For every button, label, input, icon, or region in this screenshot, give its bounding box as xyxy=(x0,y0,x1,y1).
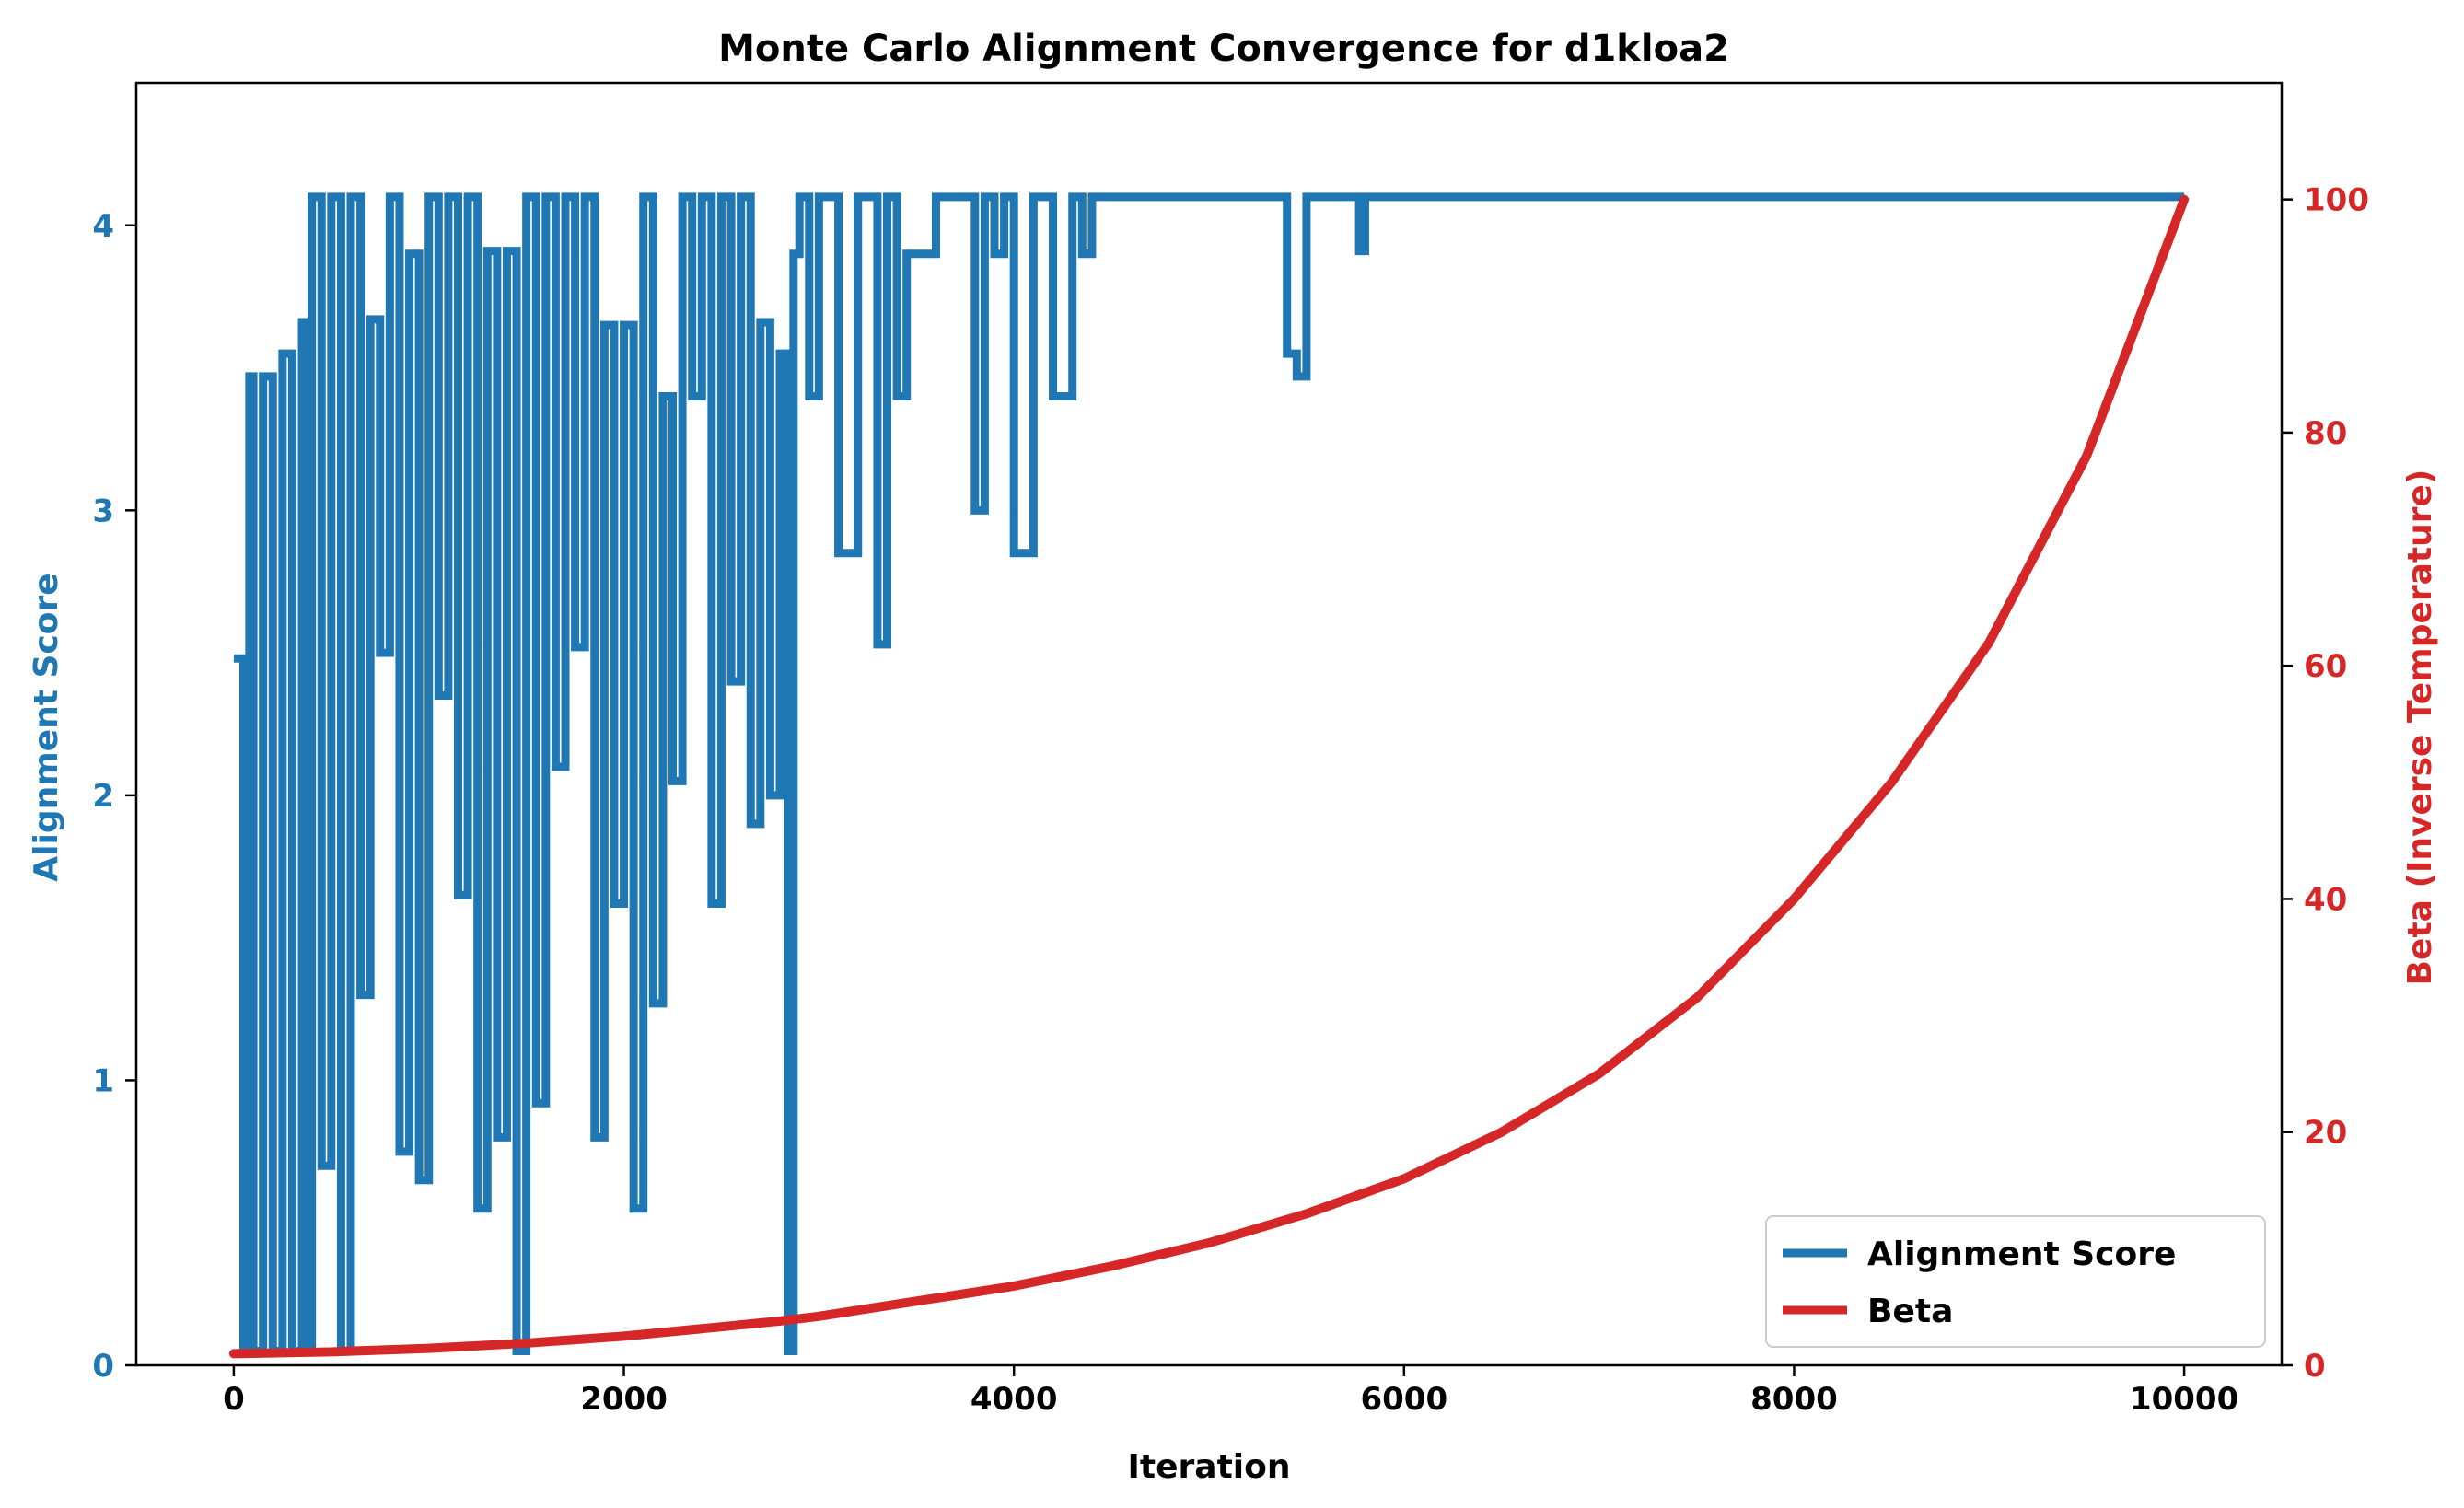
y2-tick-label: 40 xyxy=(2304,881,2347,918)
y2-tick-label: 100 xyxy=(2304,182,2369,219)
chart-title: Monte Carlo Alignment Convergence for d1… xyxy=(718,28,1729,70)
y-tick-label: 3 xyxy=(92,493,114,529)
y2-tick-label: 0 xyxy=(2304,1348,2326,1385)
plot-frame xyxy=(134,81,2284,1367)
y-axis-label: Alignment Score xyxy=(28,573,65,881)
y2-tick-label: 80 xyxy=(2304,415,2347,452)
beta-line xyxy=(228,194,2190,1359)
legend-label: Alignment Score xyxy=(1867,1235,2176,1273)
y-tick-label: 2 xyxy=(92,778,114,815)
x-tick-label: 4000 xyxy=(970,1381,1058,1418)
x-tick-label: 6000 xyxy=(1360,1381,1447,1418)
y-tick-label: 1 xyxy=(92,1062,114,1099)
legend-label: Beta xyxy=(1867,1293,1953,1330)
x-axis-label: Iteration xyxy=(1128,1448,1291,1486)
y2-tick-label: 60 xyxy=(2304,648,2347,685)
y-tick-label: 4 xyxy=(92,208,114,245)
alignment-score-line xyxy=(233,192,2185,1356)
y-tick-label: 0 xyxy=(92,1348,114,1385)
x-tick-label: 0 xyxy=(223,1381,245,1418)
y2-axis-label: Beta (Inverse Temperature) xyxy=(2401,470,2439,986)
x-tick-label: 10000 xyxy=(2130,1381,2238,1418)
x-tick-label: 8000 xyxy=(1750,1381,1838,1418)
x-tick-label: 2000 xyxy=(580,1381,668,1418)
legend-box xyxy=(1765,1215,2266,1348)
legend: Alignment Score Beta xyxy=(1765,1215,2266,1348)
plot-area xyxy=(228,192,2190,1359)
y2-tick-label: 20 xyxy=(2304,1115,2347,1152)
